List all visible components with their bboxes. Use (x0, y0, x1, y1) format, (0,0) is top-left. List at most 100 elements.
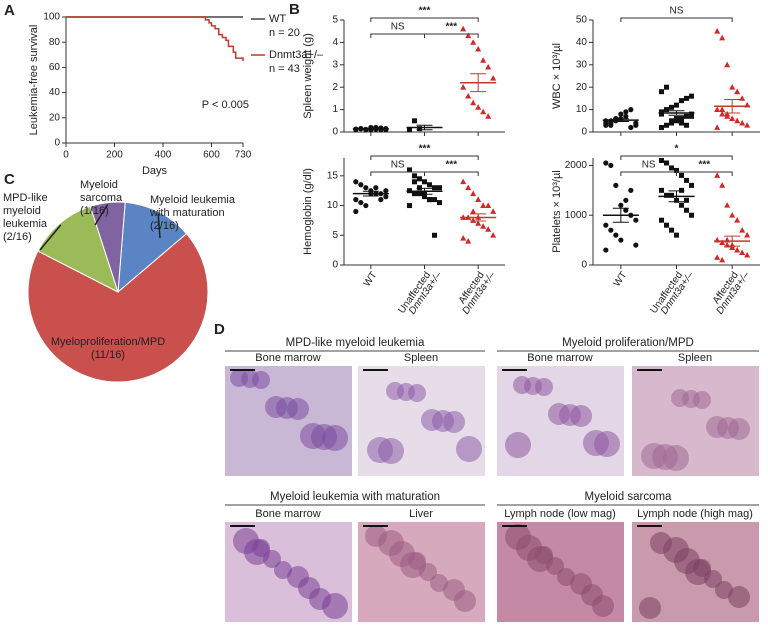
panel-label: D (214, 321, 225, 338)
data-point (383, 194, 389, 200)
y-tick-label: 20 (576, 82, 588, 93)
data-point (353, 197, 359, 203)
data-point (633, 242, 639, 248)
data-point (744, 231, 751, 238)
data-point (714, 106, 721, 112)
group-title: Myeloid sarcoma (585, 491, 673, 503)
data-point (480, 57, 487, 63)
data-point (739, 95, 746, 101)
x-axis-title: Days (142, 165, 168, 177)
cell (456, 436, 482, 462)
data-point (470, 99, 477, 106)
cell (728, 418, 750, 440)
cell (443, 411, 465, 433)
data-point (659, 89, 664, 95)
data-point (460, 178, 467, 185)
data-point (437, 185, 442, 191)
y-tick-label: 3 (332, 59, 338, 70)
data-point (603, 247, 609, 253)
data-point (684, 122, 689, 128)
data-point (734, 117, 741, 124)
data-point (618, 202, 624, 208)
data-point (412, 118, 417, 124)
data-point (734, 246, 741, 253)
data-point (714, 172, 721, 178)
data-point (719, 256, 726, 263)
data-point (689, 182, 694, 188)
cell (650, 532, 672, 554)
y-tick-label: 20 (49, 112, 61, 123)
significance-label: NS (391, 160, 405, 171)
group-title: MPD-like myeloid leukemia (286, 337, 425, 349)
significance-bracket (424, 33, 479, 38)
pie-slice (117, 201, 188, 294)
significance-label: *** (445, 22, 457, 33)
data-point (358, 199, 364, 206)
y-tick-label: 40 (576, 37, 588, 48)
image-caption: Bone marrow (255, 508, 320, 520)
significance-label: NS (642, 160, 656, 171)
data-point (490, 232, 497, 238)
data-point (460, 25, 467, 32)
cell (252, 371, 270, 389)
y-tick-label: 0 (581, 127, 587, 138)
panel-label: A (4, 2, 15, 19)
data-point (719, 239, 726, 246)
y-tick-label: 10 (576, 104, 588, 115)
y-tick-label: 2000 (565, 160, 588, 171)
data-point (470, 208, 477, 214)
pie-label: with maturation (149, 207, 225, 219)
cell (693, 391, 711, 409)
x-tick-label: 400 (155, 150, 172, 161)
pie-value-label: (2/16) (150, 220, 179, 232)
data-point (679, 116, 684, 122)
cell (430, 574, 448, 592)
cell (594, 431, 620, 457)
data-point (373, 185, 379, 191)
data-point (358, 182, 364, 188)
data-point (618, 237, 624, 243)
data-point (739, 226, 746, 233)
legend-label: Dnmt3a+/– (269, 49, 324, 61)
data-point (674, 167, 679, 173)
data-point (475, 220, 482, 226)
y-tick-label: 100 (43, 12, 60, 23)
significance-bracket (676, 171, 733, 176)
data-point (659, 125, 664, 131)
data-point (490, 75, 497, 81)
y-tick-label: 2 (332, 82, 338, 93)
cell (309, 588, 331, 610)
data-point (407, 203, 412, 209)
image-caption: Lymph node (low mag) (504, 508, 615, 520)
data-point (664, 160, 669, 166)
data-point (432, 232, 437, 238)
legend-n: n = 20 (269, 27, 300, 39)
cell (365, 525, 387, 547)
data-point (485, 63, 492, 70)
data-point (470, 39, 477, 45)
data-point (669, 165, 674, 171)
pie-label: Myeloid leukemia (150, 194, 236, 206)
cell (378, 438, 404, 464)
data-point (679, 202, 684, 208)
sem-bar (724, 99, 741, 114)
group-title: Myeloid proliferation/MPD (562, 337, 694, 349)
pie-label: leukemia (3, 218, 48, 230)
data-point (628, 107, 634, 113)
cell (274, 561, 292, 579)
significance-label: * (675, 144, 679, 155)
y-tick-label: 15 (327, 170, 339, 181)
significance-label: *** (445, 160, 457, 171)
data-point (623, 113, 629, 119)
data-point (475, 104, 482, 110)
cell (570, 405, 592, 427)
data-point (628, 187, 634, 193)
sem-bar (416, 124, 433, 131)
cell (505, 432, 531, 458)
pie-value-label: (11/16) (91, 349, 125, 361)
pie-label: Myeloid (80, 179, 118, 191)
data-point (353, 208, 359, 215)
data-point (684, 177, 689, 183)
data-point (659, 157, 664, 163)
data-point (378, 197, 384, 203)
